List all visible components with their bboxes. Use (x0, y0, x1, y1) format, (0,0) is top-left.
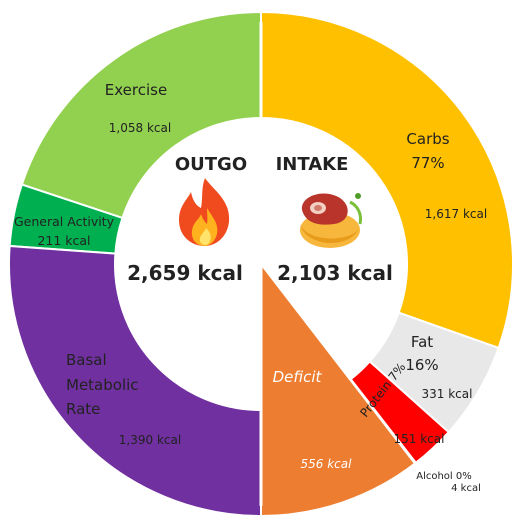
carbs-label: Carbs (406, 130, 449, 148)
deficit-label: Deficit (273, 368, 323, 386)
fat-kcal: 331 kcal (422, 387, 473, 401)
flame-icon (179, 178, 230, 246)
bmr-label-line3: Rate (66, 400, 100, 418)
protein-kcal: 151 kcal (394, 432, 445, 446)
deficit-kcal: 556 kcal (301, 457, 353, 471)
fat-label: Fat (411, 333, 433, 351)
food-icon (300, 193, 362, 248)
intake-title: INTAKE (276, 154, 349, 175)
general-activity-kcal: 211 kcal (37, 233, 90, 248)
bmr-label-line1: Basal (66, 351, 107, 369)
alcohol-label: Alcohol 0% (416, 471, 472, 482)
intake-total: 2,103 kcal (277, 261, 393, 285)
bmr-label-line2: Metabolic (66, 376, 139, 394)
exercise-label: Exercise (105, 81, 167, 99)
segment-deficit (260, 261, 417, 518)
alcohol-kcal: 4 kcal (451, 483, 481, 494)
outgo-title: OUTGO (175, 154, 247, 175)
carbs-kcal: 1,617 kcal (425, 207, 487, 221)
general-activity-label: General Activity (14, 214, 115, 229)
outgo-total: 2,659 kcal (127, 261, 243, 285)
exercise-kcal: 1,058 kcal (109, 121, 171, 135)
bmr-kcal: 1,390 kcal (119, 433, 181, 447)
deficit-layer (260, 261, 417, 518)
carbs-percent: 77% (411, 154, 444, 172)
fat-percent: 16% (405, 356, 438, 374)
